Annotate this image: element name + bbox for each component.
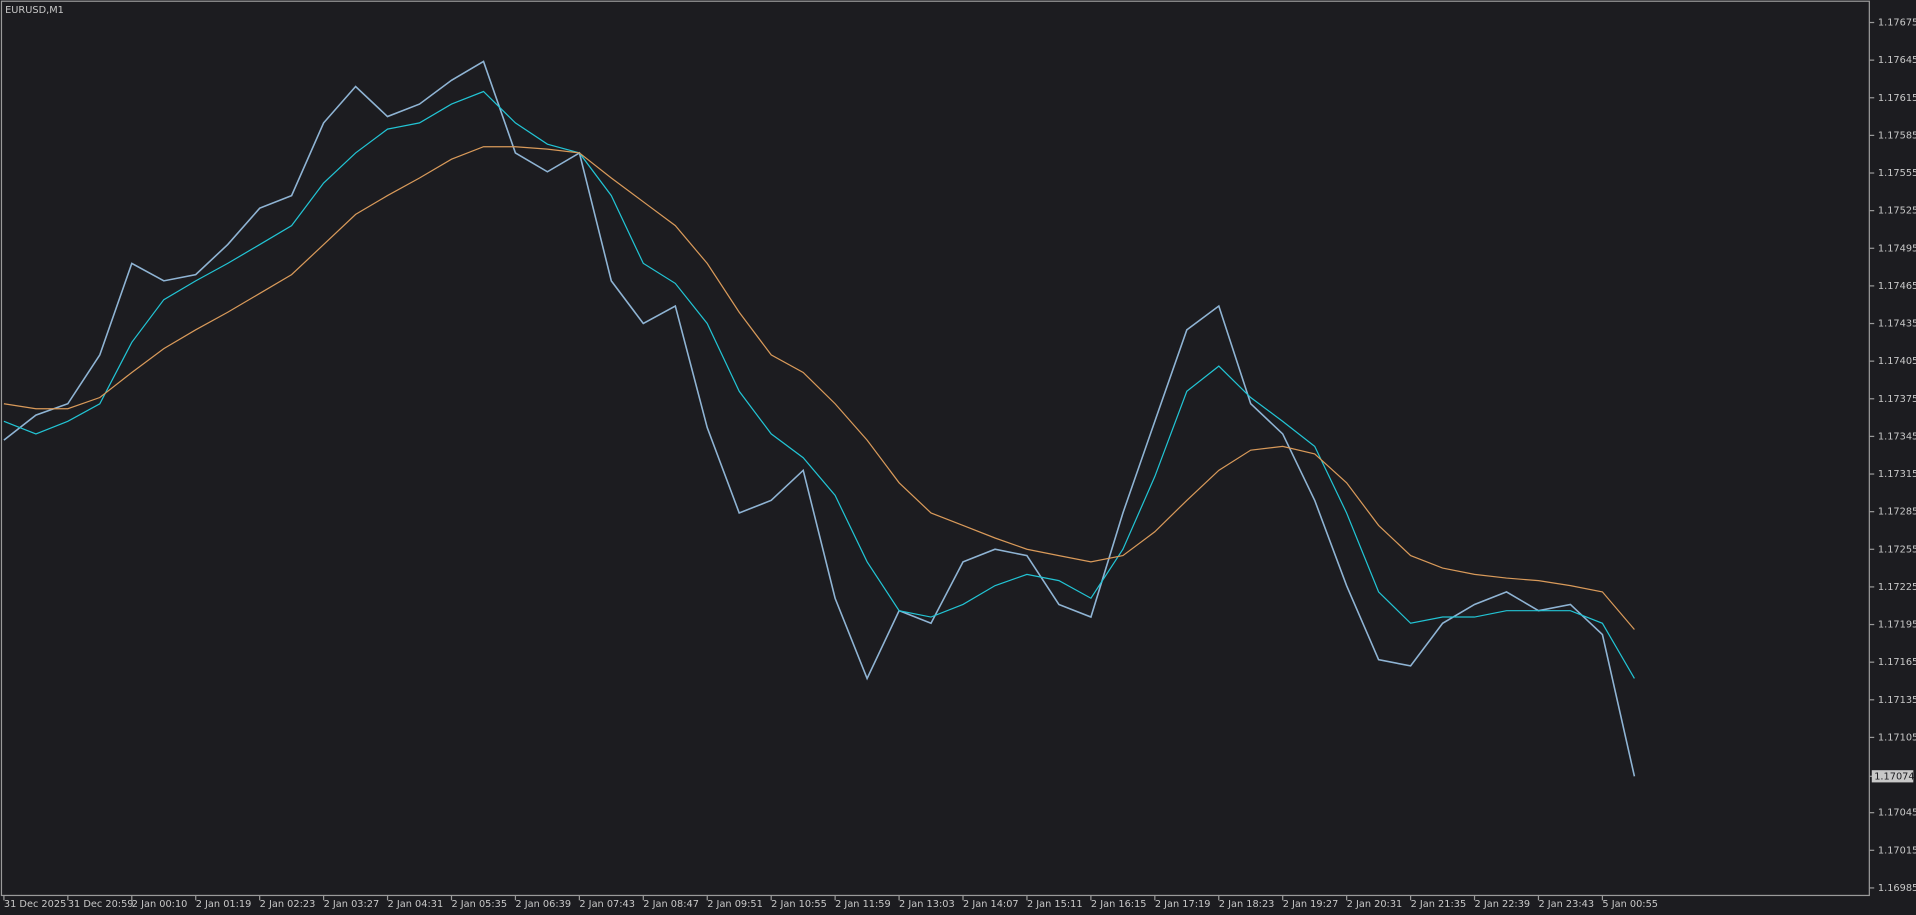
x-tick-label: 2 Jan 23:43 bbox=[1538, 899, 1594, 910]
y-tick-label: 1.17615 bbox=[1878, 93, 1916, 104]
y-tick-label: 1.17045 bbox=[1878, 808, 1916, 819]
current-price-label: 1.17074 bbox=[1874, 771, 1914, 782]
y-tick-label: 1.17255 bbox=[1878, 544, 1916, 555]
y-tick-label: 1.17195 bbox=[1878, 620, 1916, 631]
y-tick-label: 1.17525 bbox=[1878, 206, 1916, 217]
y-tick-label: 1.17495 bbox=[1878, 243, 1916, 254]
y-tick-label: 1.17135 bbox=[1878, 695, 1916, 706]
x-tick-label: 2 Jan 02:23 bbox=[260, 899, 316, 910]
y-tick-label: 1.17105 bbox=[1878, 732, 1916, 743]
x-tick-label: 2 Jan 17:19 bbox=[1155, 899, 1211, 910]
x-tick-label: 2 Jan 07:43 bbox=[579, 899, 635, 910]
x-tick-label: 2 Jan 19:27 bbox=[1283, 899, 1339, 910]
x-tick-label: 2 Jan 16:15 bbox=[1091, 899, 1147, 910]
y-tick-label: 1.17465 bbox=[1878, 281, 1916, 292]
x-tick-label: 5 Jan 00:55 bbox=[1602, 899, 1658, 910]
y-tick-label: 1.17285 bbox=[1878, 507, 1916, 518]
x-tick-label: 2 Jan 03:27 bbox=[324, 899, 380, 910]
x-tick-label: 2 Jan 15:11 bbox=[1027, 899, 1083, 910]
chart-title: EURUSD,M1 bbox=[5, 5, 64, 16]
x-tick-label: 2 Jan 11:59 bbox=[835, 899, 891, 910]
y-tick-label: 1.17015 bbox=[1878, 845, 1916, 856]
series-line bbox=[3, 90, 1635, 679]
plot-frame bbox=[0, 0, 1870, 897]
x-tick-label: 2 Jan 18:23 bbox=[1219, 899, 1275, 910]
current-price-box bbox=[1871, 770, 1914, 783]
series-line bbox=[3, 146, 1635, 630]
y-tick-label: 1.16985 bbox=[1878, 883, 1916, 894]
series-line bbox=[3, 60, 1636, 777]
x-tick-label: 2 Jan 00:10 bbox=[132, 899, 188, 910]
y-tick-label: 1.17555 bbox=[1878, 168, 1916, 179]
x-tick-label: 2 Jan 10:55 bbox=[771, 899, 827, 910]
x-tick-label: 2 Jan 22:39 bbox=[1475, 899, 1531, 910]
x-tick-label: 2 Jan 14:07 bbox=[963, 899, 1019, 910]
x-tick-label: 2 Jan 04:31 bbox=[388, 899, 444, 910]
x-tick-label: 2 Jan 21:35 bbox=[1411, 899, 1467, 910]
x-tick-label: 2 Jan 01:19 bbox=[196, 899, 252, 910]
x-tick-label: 31 Dec 20:59 bbox=[68, 899, 134, 910]
x-tick-label: 31 Dec 2025 bbox=[4, 899, 66, 910]
y-tick-label: 1.17375 bbox=[1878, 394, 1916, 405]
x-tick-label: 2 Jan 20:31 bbox=[1347, 899, 1403, 910]
x-tick-label: 2 Jan 08:47 bbox=[643, 899, 699, 910]
x-tick-label: 2 Jan 05:35 bbox=[451, 899, 507, 910]
y-tick-label: 1.17435 bbox=[1878, 319, 1916, 330]
y-tick-label: 1.17345 bbox=[1878, 431, 1916, 442]
y-tick-label: 1.17315 bbox=[1878, 469, 1916, 480]
y-tick-label: 1.17585 bbox=[1878, 130, 1916, 141]
y-tick-label: 1.17165 bbox=[1878, 657, 1916, 668]
x-tick-label: 2 Jan 13:03 bbox=[899, 899, 955, 910]
y-tick-label: 1.17405 bbox=[1878, 356, 1916, 367]
y-tick-label: 1.17645 bbox=[1878, 55, 1916, 66]
x-tick-label: 2 Jan 06:39 bbox=[515, 899, 571, 910]
x-tick-label: 2 Jan 09:51 bbox=[707, 899, 763, 910]
y-tick-label: 1.17675 bbox=[1878, 18, 1916, 29]
y-tick-label: 1.17225 bbox=[1878, 582, 1916, 593]
